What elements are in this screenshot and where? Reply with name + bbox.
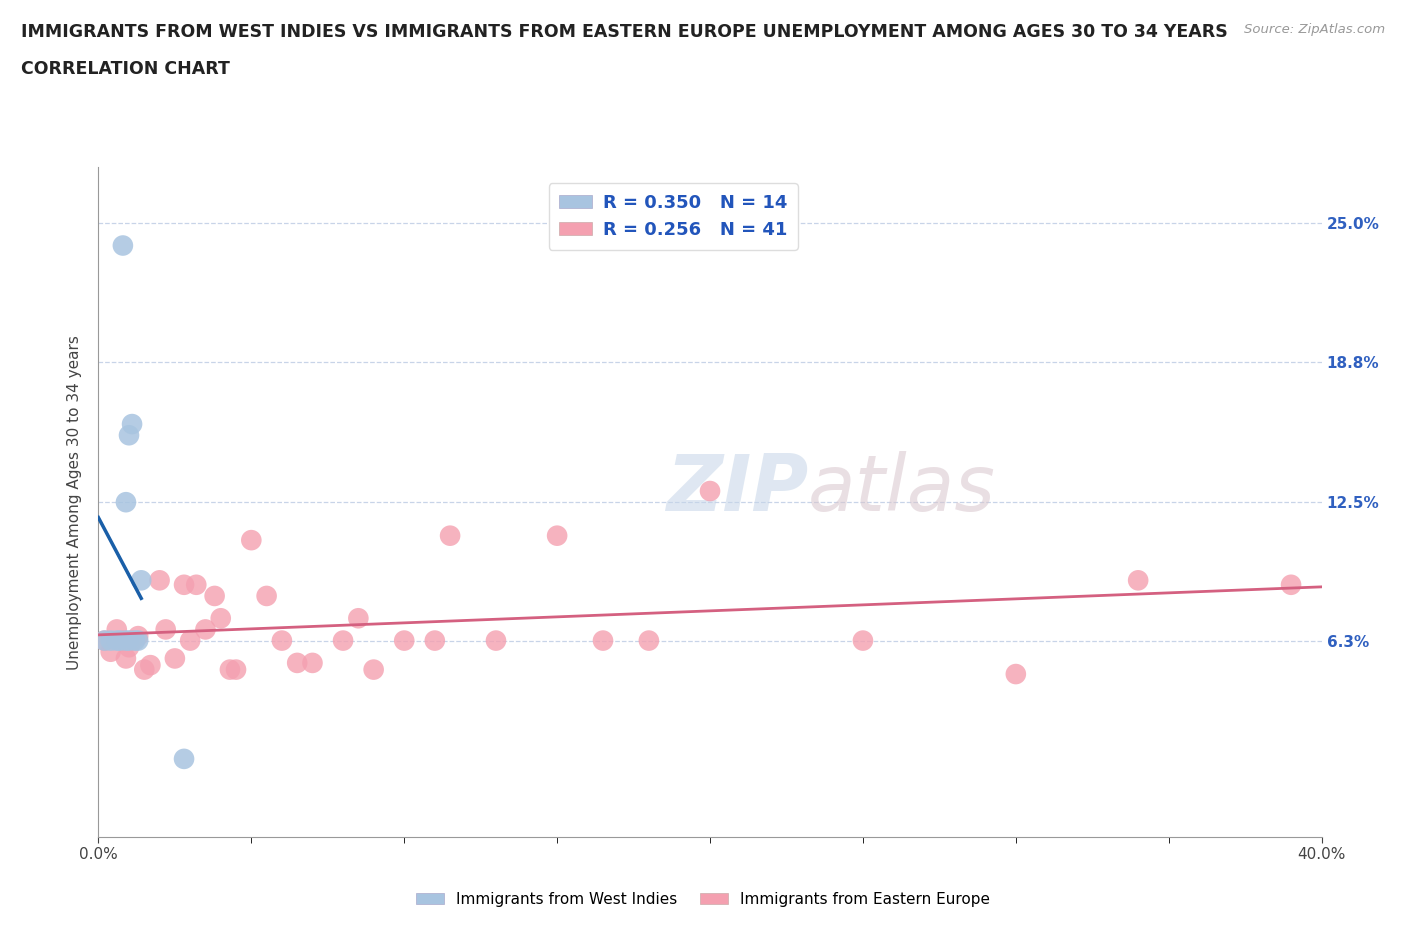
Point [546, 528, 568, 543]
Point [127, 629, 149, 644]
Point [423, 633, 446, 648]
Text: Source: ZipAtlas.com: Source: ZipAtlas.com [1244, 23, 1385, 36]
Point [852, 633, 875, 648]
Point [699, 484, 721, 498]
Point [485, 633, 508, 648]
Point [111, 238, 134, 253]
Point [121, 417, 143, 432]
Point [115, 633, 138, 648]
Point [256, 589, 278, 604]
Point [105, 633, 128, 648]
Point [134, 662, 156, 677]
Point [301, 656, 323, 671]
Point [93, 633, 115, 648]
Point [115, 495, 138, 510]
Point [173, 751, 195, 766]
Legend: R = 0.350   N = 14, R = 0.256   N = 41: R = 0.350 N = 14, R = 0.256 N = 41 [548, 183, 799, 250]
Text: ZIP: ZIP [665, 451, 808, 526]
Point [111, 633, 134, 648]
Point [285, 656, 308, 671]
Legend: Immigrants from West Indies, Immigrants from Eastern Europe: Immigrants from West Indies, Immigrants … [411, 886, 995, 913]
Point [194, 622, 217, 637]
Point [1004, 667, 1026, 682]
Point [240, 533, 263, 548]
Point [225, 662, 247, 677]
Point [347, 611, 370, 626]
Point [100, 633, 122, 648]
Point [270, 633, 292, 648]
Point [204, 589, 226, 604]
Point [100, 644, 122, 659]
Point [121, 633, 143, 648]
Point [124, 633, 146, 648]
Point [118, 428, 141, 443]
Point [115, 651, 138, 666]
Point [118, 633, 141, 648]
Y-axis label: Unemployment Among Ages 30 to 34 years: Unemployment Among Ages 30 to 34 years [67, 335, 83, 670]
Point [392, 633, 416, 648]
Text: atlas: atlas [808, 451, 995, 526]
Point [139, 658, 162, 672]
Point [173, 578, 195, 592]
Point [209, 611, 232, 626]
Point [105, 622, 128, 637]
Point [127, 633, 149, 648]
Point [93, 633, 115, 648]
Point [363, 662, 385, 677]
Point [108, 633, 131, 648]
Point [155, 622, 177, 637]
Point [163, 651, 186, 666]
Point [637, 633, 661, 648]
Point [129, 573, 152, 588]
Text: IMMIGRANTS FROM WEST INDIES VS IMMIGRANTS FROM EASTERN EUROPE UNEMPLOYMENT AMONG: IMMIGRANTS FROM WEST INDIES VS IMMIGRANT… [21, 23, 1227, 41]
Point [179, 633, 201, 648]
Point [149, 573, 172, 588]
Point [332, 633, 354, 648]
Point [219, 662, 242, 677]
Point [1128, 573, 1150, 588]
Point [1279, 578, 1302, 592]
Point [186, 578, 208, 592]
Point [118, 640, 141, 655]
Point [439, 528, 461, 543]
Text: CORRELATION CHART: CORRELATION CHART [21, 60, 231, 78]
Point [592, 633, 614, 648]
